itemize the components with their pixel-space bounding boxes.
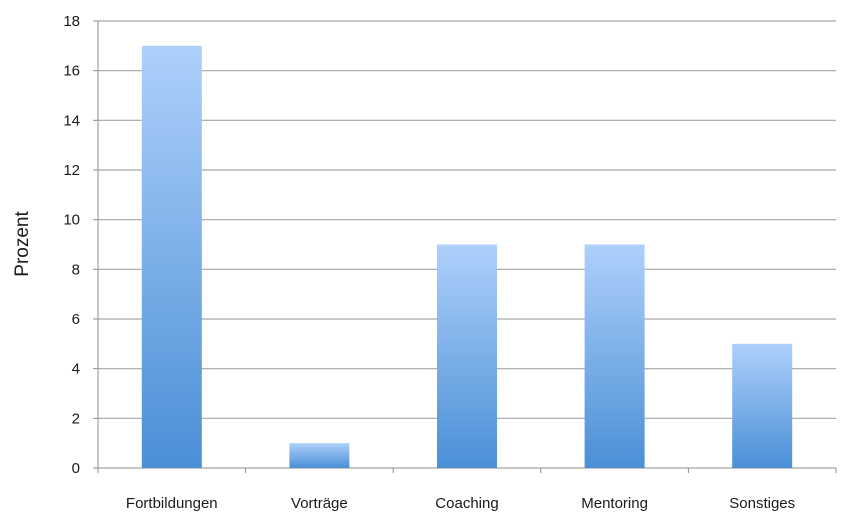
y-axis-title: Prozent	[12, 211, 33, 277]
bars	[141, 45, 793, 468]
y-tick-label: 12	[63, 162, 80, 179]
bar-fortbildungen	[141, 45, 202, 468]
x-tick-label: Fortbildungen	[126, 495, 218, 512]
tick-labels: 0 2 4 6 8 10 12 14 16 18 Fortbildungen Vorträge Coac…	[63, 13, 795, 512]
y-tick-label: 8	[72, 261, 80, 278]
y-tick-label: 18	[63, 13, 80, 30]
bar-sonstiges	[732, 343, 793, 468]
y-tick-label: 16	[63, 63, 80, 80]
x-tick-label: Vorträge	[291, 495, 348, 512]
gridlines	[98, 20, 836, 419]
x-tick-label: Sonstiges	[729, 495, 795, 512]
bar-coaching	[437, 244, 497, 468]
y-tick-label: 4	[72, 361, 80, 378]
y-tick-label: 2	[72, 410, 80, 427]
bar-vortr-ge	[289, 443, 350, 468]
y-tick-label: 10	[63, 212, 80, 229]
x-tick-label: Coaching	[435, 495, 498, 512]
y-tick-label: 14	[63, 112, 80, 129]
bar-mentoring	[584, 244, 645, 468]
x-tick-label: Mentoring	[581, 495, 648, 512]
y-tick-label: 0	[72, 460, 80, 477]
y-tick-label: 6	[72, 311, 80, 328]
